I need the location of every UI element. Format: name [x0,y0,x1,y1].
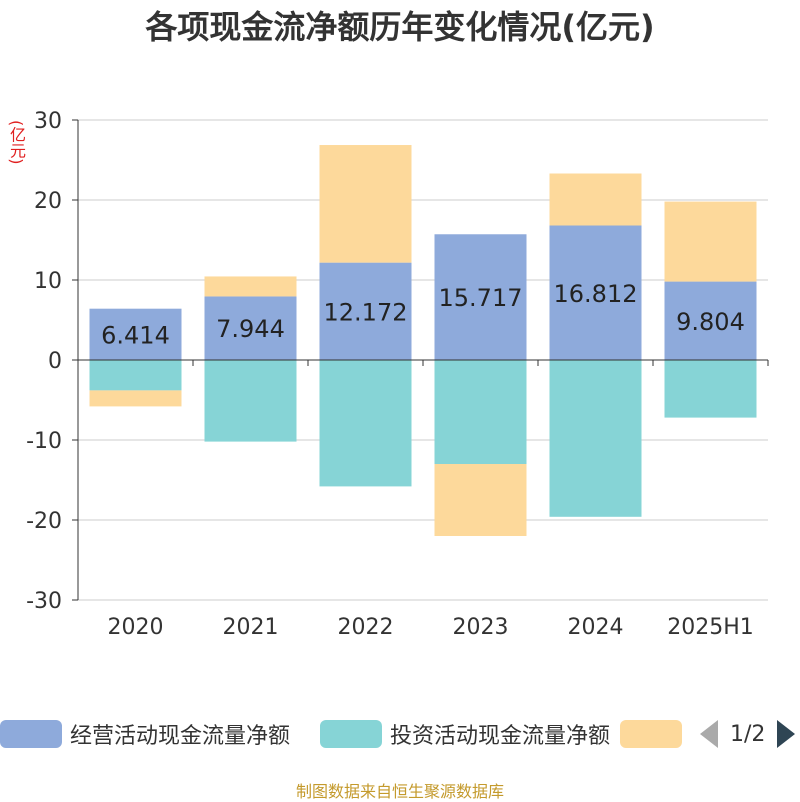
legend-item-operating[interactable]: 经营活动现金流量净额 [0,716,290,752]
y-tick-label: 30 [34,109,62,134]
chart-title: 各项现金流净额历年变化情况(亿元) [145,8,655,46]
legend-item-investing[interactable]: 投资活动现金流量净额 [320,716,610,752]
bar-operating [204,296,297,360]
bar-investing [434,360,527,464]
bar-value-label: 15.717 [439,284,523,312]
bar-operating [89,308,182,360]
legend-pager: 1/2 [700,716,796,752]
bar-operating [434,234,527,360]
bar-value-label: 12.172 [324,298,408,326]
legend-page-indicator: 1/2 [730,721,766,747]
bar-value-label: 7.944 [216,315,285,343]
legend-prev-page-icon[interactable] [700,720,718,748]
bar-financing [89,390,182,407]
bar-operating [549,225,642,360]
bar-investing [549,360,642,517]
y-tick-label: 20 [34,189,62,214]
legend-next-page-icon[interactable] [777,720,796,748]
data-source-note: 制图数据来自恒生聚源数据库 [295,782,504,801]
bar-financing [549,173,642,226]
x-tick-label: 2021 [223,615,279,640]
bar-value-label: 6.414 [101,321,170,349]
y-tick-label: 0 [48,349,62,374]
y-tick-label: -30 [26,589,62,614]
bar-investing [664,360,757,418]
y-tick-label: -10 [26,429,62,454]
legend-swatch-operating [0,720,62,748]
legend-item-financing[interactable] [620,716,682,752]
legend-swatch-financing [620,720,682,748]
legend-swatch-investing [320,720,382,748]
x-tick-label: 2022 [338,615,394,640]
x-tick-label: 2023 [453,615,509,640]
bar-operating [319,262,412,360]
legend-label-investing: 投资活动现金流量净额 [390,724,611,749]
chart-canvas: 30 20 10 0 -10 -20 -30 6.414 7.944 12.172 15.717 16… [26,109,769,640]
y-axis-unit-label: (亿元) [7,120,26,165]
bar-financing [664,201,757,282]
bar-investing [319,360,412,487]
bar-operating [664,281,757,360]
legend-label-operating: 经营活动现金流量净额 [70,724,291,749]
bar-financing [319,145,412,263]
bar-value-label: 9.804 [676,308,745,336]
y-tick-label: -20 [26,509,62,534]
bar-financing [204,276,297,297]
bar-value-label: 16.812 [554,280,638,308]
bar-financing [434,464,527,536]
bar-investing [204,360,297,442]
legend: 经营活动现金流量净额 投资活动现金流量净额 1/2 [0,716,800,756]
x-tick-label: 2025H1 [667,615,754,640]
y-tick-label: 10 [34,269,62,294]
x-tick-label: 2024 [568,615,624,640]
bar-investing [89,360,182,391]
x-tick-label: 2020 [108,615,164,640]
